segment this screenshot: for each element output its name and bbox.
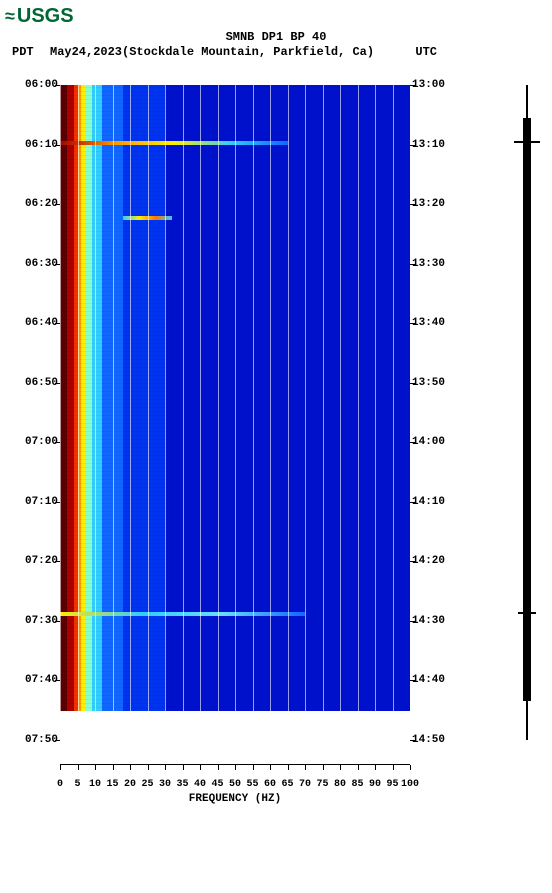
spectrogram-canvas <box>60 85 410 740</box>
x-gridline <box>340 85 341 740</box>
y-tick-label-right: 13:30 <box>410 258 445 270</box>
y-tick-label-left: 06:50 <box>25 377 60 389</box>
wave-icon: ≈ <box>5 6 15 27</box>
spectrogram-plot: FREQUENCY (HZ) 0510152025303540455055606… <box>60 85 410 765</box>
x-tick-label: 25 <box>141 765 153 790</box>
spectral-band <box>67 85 74 711</box>
logo-text: USGS <box>17 5 74 28</box>
x-tick-label: 20 <box>124 765 136 790</box>
y-tick-label-right: 13:40 <box>410 317 445 329</box>
x-tick-label: 70 <box>299 765 311 790</box>
x-tick-label: 15 <box>106 765 118 790</box>
y-tick-label-right: 14:10 <box>410 496 445 508</box>
x-gridline <box>410 85 411 740</box>
x-gridline <box>200 85 201 740</box>
waveform-spike <box>514 141 540 143</box>
y-tick-label-right: 14:50 <box>410 734 445 746</box>
x-tick-label: 35 <box>176 765 188 790</box>
y-tick-label-left: 06:10 <box>25 139 60 151</box>
x-tick-label: 75 <box>316 765 328 790</box>
x-gridline <box>183 85 184 740</box>
x-tick-label: 60 <box>264 765 276 790</box>
x-tick-label: 65 <box>281 765 293 790</box>
waveform-spike <box>518 612 536 614</box>
spectral-band <box>85 85 92 711</box>
y-tick-label-left: 07:10 <box>25 496 60 508</box>
x-gridline <box>78 85 79 740</box>
chart-title: SMNB DP1 BP 40 <box>0 30 552 44</box>
y-tick-label-right: 14:00 <box>410 436 445 448</box>
x-tick-label: 95 <box>386 765 398 790</box>
x-gridline <box>60 85 61 740</box>
y-tick-label-left: 06:30 <box>25 258 60 270</box>
usgs-logo: ≈ USGS <box>5 5 74 28</box>
y-tick-label-right: 14:40 <box>410 674 445 686</box>
x-tick-label: 0 <box>57 765 63 790</box>
x-gridline <box>393 85 394 740</box>
x-gridline <box>218 85 219 740</box>
right-timezone-label: UTC <box>415 45 437 59</box>
x-gridline <box>270 85 271 740</box>
x-tick-label: 85 <box>351 765 363 790</box>
x-tick-label: 100 <box>401 765 419 790</box>
y-tick-label-left: 07:50 <box>25 734 60 746</box>
spectral-band <box>92 85 103 711</box>
date-location-text: May24,2023(Stockdale Mountain, Parkfield… <box>50 45 374 59</box>
y-tick-label-left: 06:40 <box>25 317 60 329</box>
x-gridline <box>375 85 376 740</box>
x-tick-label: 10 <box>89 765 101 790</box>
x-gridline <box>165 85 166 740</box>
x-gridline <box>323 85 324 740</box>
y-tick-label-right: 14:30 <box>410 615 445 627</box>
x-tick-label: 5 <box>74 765 80 790</box>
y-tick-label-left: 07:00 <box>25 436 60 448</box>
y-tick-label-left: 07:20 <box>25 555 60 567</box>
x-gridline <box>113 85 114 740</box>
y-tick-label-left: 07:40 <box>25 674 60 686</box>
x-tick-label: 80 <box>334 765 346 790</box>
x-gridline <box>130 85 131 740</box>
x-gridline <box>358 85 359 740</box>
x-gridline <box>305 85 306 740</box>
x-tick-label: 55 <box>246 765 258 790</box>
x-tick-label: 50 <box>229 765 241 790</box>
y-tick-label-left: 07:30 <box>25 615 60 627</box>
y-tick-label-right: 13:50 <box>410 377 445 389</box>
x-gridline <box>95 85 96 740</box>
left-timezone-label: PDT <box>12 45 34 59</box>
spectral-band <box>60 85 67 711</box>
waveform-trace <box>512 85 542 765</box>
x-tick-label: 40 <box>194 765 206 790</box>
x-gridline <box>253 85 254 740</box>
x-tick-label: 30 <box>159 765 171 790</box>
x-tick-label: 45 <box>211 765 223 790</box>
y-tick-label-right: 14:20 <box>410 555 445 567</box>
y-tick-label-right: 13:20 <box>410 198 445 210</box>
x-gridline <box>288 85 289 740</box>
x-gridline <box>235 85 236 740</box>
y-tick-label-right: 13:00 <box>410 79 445 91</box>
y-tick-label-left: 06:20 <box>25 198 60 210</box>
y-tick-label-left: 06:00 <box>25 79 60 91</box>
x-gridline <box>148 85 149 740</box>
y-tick-label-right: 13:10 <box>410 139 445 151</box>
x-tick-label: 90 <box>369 765 381 790</box>
